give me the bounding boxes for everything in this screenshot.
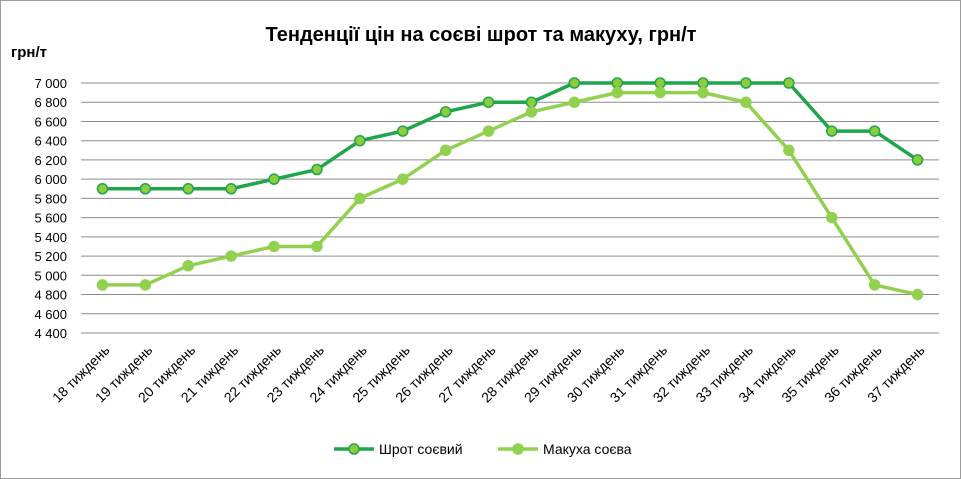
legend-item: Шрот соєвий xyxy=(334,441,463,457)
legend-label: Макуха соєва xyxy=(543,441,632,457)
data-point xyxy=(482,125,495,137)
data-point xyxy=(611,77,623,89)
data-point xyxy=(182,259,194,272)
data-point xyxy=(354,192,366,205)
data-point xyxy=(654,86,666,99)
data-point xyxy=(654,77,666,89)
y-tick-label: 6 200 xyxy=(34,153,67,168)
data-point xyxy=(354,134,366,147)
y-tick-label: 4 400 xyxy=(34,326,67,341)
data-point xyxy=(225,183,237,195)
y-tick-label: 6 600 xyxy=(34,114,67,129)
data-point xyxy=(311,163,323,176)
data-point xyxy=(397,125,409,137)
data-point xyxy=(225,250,237,262)
data-point xyxy=(740,96,752,108)
data-point xyxy=(96,279,109,291)
series-1 xyxy=(96,77,924,195)
data-point xyxy=(783,144,795,157)
data-point xyxy=(525,106,538,118)
data-point xyxy=(868,279,881,291)
legend: Шрот соєвий Макуха соєва xyxy=(334,441,632,457)
data-point xyxy=(182,183,194,195)
data-point xyxy=(826,125,838,137)
y-tick-label: 5 000 xyxy=(34,268,67,283)
data-point xyxy=(482,96,495,108)
series-line xyxy=(102,90,918,297)
chart-title: Тенденції цін на соєві шрот та макуху, г… xyxy=(266,24,697,46)
legend-marker xyxy=(348,443,360,455)
legend-marker xyxy=(512,443,524,455)
legend-item: Макуха соєва xyxy=(498,441,632,457)
series-layer xyxy=(96,77,924,301)
data-point xyxy=(568,96,581,108)
data-point xyxy=(868,125,881,137)
series-2 xyxy=(96,86,924,301)
data-point xyxy=(611,86,623,99)
y-tick-label: 4 600 xyxy=(34,307,67,322)
data-point xyxy=(439,144,452,157)
y-tick-label: 7 000 xyxy=(34,76,67,91)
y-tick-label: 5 400 xyxy=(34,230,67,245)
y-tick-label: 6 400 xyxy=(34,134,67,149)
data-point xyxy=(740,77,752,89)
y-axis-label: грн/т xyxy=(11,44,47,61)
data-point xyxy=(268,240,280,253)
y-tick-label: 4 800 xyxy=(34,288,67,303)
data-point xyxy=(397,173,409,185)
data-point xyxy=(911,288,924,301)
data-point xyxy=(439,106,452,118)
data-point xyxy=(268,173,280,185)
data-point xyxy=(96,183,109,195)
data-point xyxy=(139,279,152,291)
series-line xyxy=(102,81,919,191)
data-point xyxy=(826,211,838,224)
y-tick-label: 6 800 xyxy=(34,95,67,110)
y-tick-label: 5 600 xyxy=(34,211,67,226)
data-point xyxy=(783,77,795,89)
y-tick-label: 5 200 xyxy=(34,249,67,264)
data-point xyxy=(697,77,709,89)
y-axis-ticks: 4 400 4 600 4 800 5 000 5 200 5 400 5 600 5 800… xyxy=(34,76,67,341)
y-tick-label: 6 000 xyxy=(34,172,67,187)
data-point xyxy=(311,240,323,253)
data-point xyxy=(139,183,152,195)
legend-label: Шрот соєвий xyxy=(379,441,463,457)
y-tick-label: 5 800 xyxy=(34,191,67,206)
data-point xyxy=(697,86,709,99)
data-point xyxy=(911,154,924,166)
data-point xyxy=(568,77,581,89)
data-point xyxy=(525,96,538,108)
